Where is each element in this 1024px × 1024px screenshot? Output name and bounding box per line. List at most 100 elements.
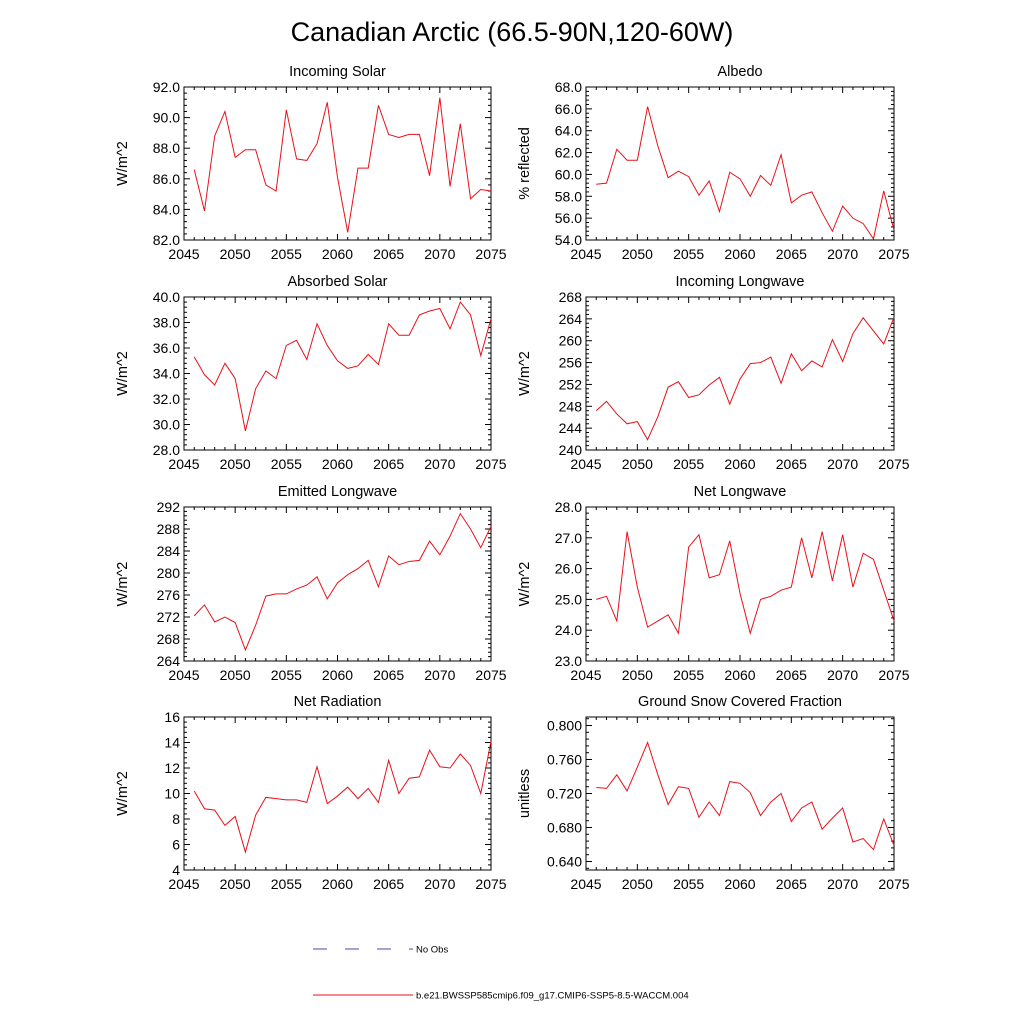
chart-net-radiation-xtick-label: 2070 [424,876,455,892]
chart-incoming-longwave-xtick-label: 2075 [878,456,909,472]
chart-emitted-longwave-ytick-label: 268 [157,631,181,647]
chart-incoming-longwave-ytick-label: 240 [559,442,583,458]
chart-net-radiation-xtick-label: 2065 [373,876,404,892]
chart-incoming-solar-ytick-label: 90.0 [153,110,180,126]
chart-net-radiation-xtick-label: 2050 [220,876,251,892]
chart-incoming-solar-series-line [193,97,492,233]
chart-absorbed-solar-ytick-label: 36.0 [153,340,180,356]
figure-title: Canadian Arctic (66.5-90N,120-60W) [291,17,734,47]
chart-albedo: Albedo % reflected 2045 2050 2055 2060 2065 207… [517,64,910,262]
chart-albedo-xtick-label: 2045 [570,246,601,262]
chart-emitted-longwave-ytick-label: 276 [157,587,181,603]
chart-albedo-ytick-label: 64.0 [555,123,582,139]
chart-absorbed-solar-title: Absorbed Solar [288,274,388,290]
chart-net-longwave-xtick-label: 2045 [570,667,601,683]
chart-incoming-longwave-ylabel: W/m^2 [517,351,533,396]
chart-absorbed-solar-ytick-label: 40.0 [153,289,180,305]
chart-absorbed-solar-xtick-label: 2045 [168,456,199,472]
chart-incoming-solar-ytick-label: 88.0 [153,140,180,156]
chart-incoming-longwave-ytick-label: 248 [559,398,583,414]
chart-ground-snow-covered-fraction: Ground Snow Covered Fraction unitless 2045… [517,694,910,892]
chart-incoming-longwave-ytick-label: 252 [559,376,583,392]
chart-absorbed-solar-xtick-label: 2070 [424,456,455,472]
chart-albedo-ytick-label: 60.0 [555,166,582,182]
chart-albedo-series-line [596,106,895,241]
chart-incoming-solar-ytick-label: 82.0 [153,232,180,248]
chart-incoming-longwave-title: Incoming Longwave [676,274,805,290]
chart-ground-snow-covered-fraction-ytick-label: 0.720 [547,786,582,802]
chart-incoming-longwave-ytick-label: 264 [559,311,583,327]
chart-absorbed-solar-series-line [193,301,492,431]
chart-emitted-longwave-xtick-label: 2075 [475,667,506,683]
chart-albedo-xtick-label: 2050 [622,246,653,262]
chart-ground-snow-covered-fraction-ytick-label: 0.680 [547,820,582,836]
chart-incoming-longwave-ytick-label: 268 [559,289,583,305]
chart-emitted-longwave-ytick-label: 292 [157,499,181,515]
legend-label-no-obs: No Obs [416,945,448,956]
chart-incoming-longwave-xtick-label: 2055 [673,456,704,472]
chart-net-longwave-ylabel: W/m^2 [517,562,533,607]
chart-absorbed-solar-ytick-label: 30.0 [153,417,180,433]
chart-albedo-xtick-label: 2075 [878,246,909,262]
chart-incoming-solar: Incoming Solar W/m^2 2045 2050 2055 2060 2065 2… [115,64,507,262]
chart-net-radiation-ytick-label: 6 [172,837,180,853]
chart-net-radiation-ytick-label: 10 [164,786,180,802]
chart-absorbed-solar-xtick-label: 2065 [373,456,404,472]
chart-incoming-solar-xtick-label: 2060 [322,246,353,262]
chart-albedo-ytick-label: 54.0 [555,232,582,248]
chart-net-radiation-xtick-label: 2075 [475,876,506,892]
chart-albedo-title: Albedo [717,64,762,80]
chart-net-radiation-ylabel: W/m^2 [115,771,131,816]
chart-net-longwave-xtick-label: 2070 [827,667,858,683]
chart-incoming-solar-ytick-label: 86.0 [153,171,180,187]
chart-net-longwave-title: Net Longwave [694,484,787,500]
chart-incoming-longwave-xtick-label: 2065 [776,456,807,472]
chart-emitted-longwave: Emitted Longwave W/m^2 2045 2050 2055 2060 206… [115,484,507,683]
chart-net-longwave-xtick-label: 2060 [724,667,755,683]
chart-net-radiation-title: Net Radiation [294,694,382,710]
chart-absorbed-solar-ytick-label: 34.0 [153,366,180,382]
legend-label-model-run: b.e21.BWSSP585cmip6.f09_g17.CMIP6-SSP5-8… [416,991,689,1002]
chart-albedo-ytick-label: 62.0 [555,145,582,161]
chart-absorbed-solar: Absorbed Solar W/m^2 2045 2050 2055 2060 2065 2… [115,274,507,472]
chart-incoming-longwave-ytick-label: 256 [559,355,583,371]
chart-ground-snow-covered-fraction-ytick-label: 0.760 [547,752,582,768]
chart-emitted-longwave-series-line [193,512,492,652]
chart-incoming-solar-ytick-label: 84.0 [153,201,180,217]
chart-net-radiation-ytick-label: 16 [164,709,180,725]
chart-net-longwave: Net Longwave W/m^2 2045 2050 2055 2060 2065 207… [517,484,910,683]
chart-albedo-xtick-label: 2060 [724,246,755,262]
chart-net-longwave-series-line [596,531,895,636]
chart-net-longwave-ytick-label: 24.0 [555,622,582,638]
chart-albedo-xtick-label: 2065 [776,246,807,262]
chart-emitted-longwave-ytick-label: 284 [157,543,181,559]
chart-ground-snow-covered-fraction-ytick-label: 0.640 [547,854,582,870]
chart-albedo-xtick-label: 2055 [673,246,704,262]
chart-net-longwave-xtick-label: 2050 [622,667,653,683]
chart-net-radiation-xtick-label: 2045 [168,876,199,892]
chart-emitted-longwave-ytick-label: 264 [157,653,181,669]
chart-emitted-longwave-title: Emitted Longwave [278,484,397,500]
chart-net-longwave-xtick-label: 2065 [776,667,807,683]
chart-net-longwave-ytick-label: 25.0 [555,591,582,607]
chart-albedo-ytick-label: 58.0 [555,188,582,204]
chart-ground-snow-covered-fraction-title: Ground Snow Covered Fraction [638,694,842,710]
chart-albedo-ytick-label: 68.0 [555,79,582,95]
chart-incoming-longwave-xtick-label: 2045 [570,456,601,472]
chart-ground-snow-covered-fraction-xtick-label: 2050 [622,876,653,892]
chart-incoming-longwave-ytick-label: 244 [559,420,583,436]
chart-ground-snow-covered-fraction-xtick-label: 2060 [724,876,755,892]
chart-absorbed-solar-xtick-label: 2050 [220,456,251,472]
chart-incoming-solar-xtick-label: 2055 [271,246,302,262]
chart-net-radiation: Net Radiation W/m^2 2045 2050 2055 2060 2065 20… [115,694,507,892]
panel-grid: Incoming Solar W/m^2 2045 2050 2055 2060 2065 2… [115,64,910,892]
chart-incoming-solar-xtick-label: 2075 [475,246,506,262]
chart-emitted-longwave-xtick-label: 2070 [424,667,455,683]
chart-incoming-solar-xtick-label: 2070 [424,246,455,262]
chart-net-radiation-series-line [193,741,492,854]
chart-absorbed-solar-ytick-label: 38.0 [153,315,180,331]
chart-net-radiation-ytick-label: 12 [164,760,180,776]
chart-incoming-solar-ytick-label: 92.0 [153,79,180,95]
chart-absorbed-solar-xtick-label: 2055 [271,456,302,472]
